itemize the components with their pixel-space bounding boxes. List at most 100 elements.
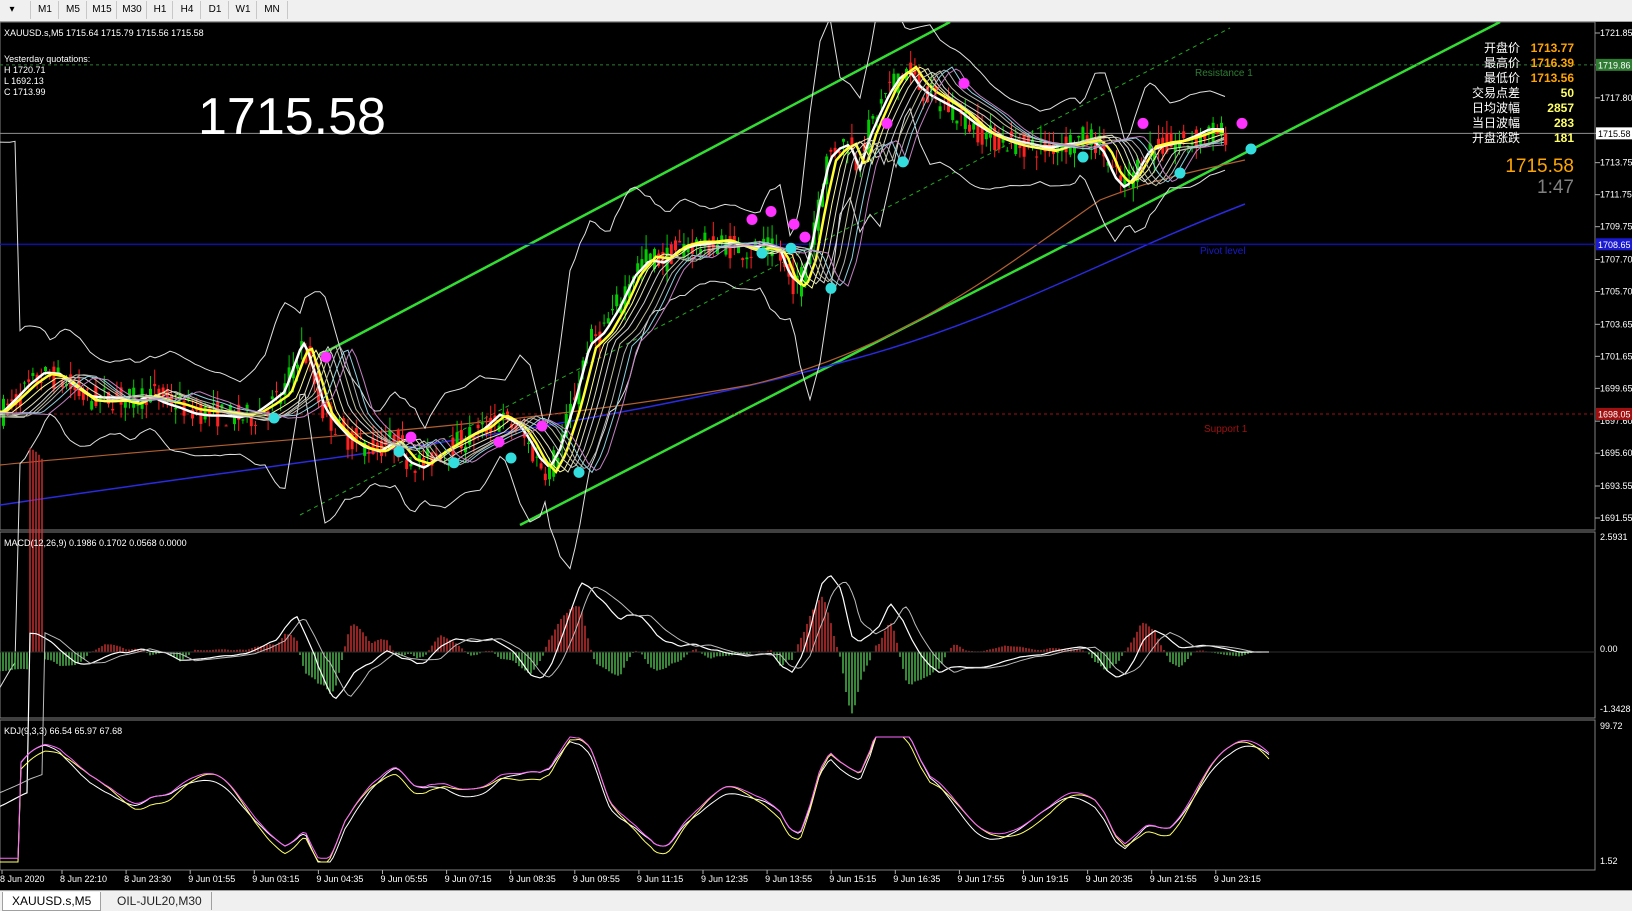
ma-line-5: [0, 70, 1225, 470]
sell-signal-dot: [765, 205, 777, 217]
candle-body: [1081, 127, 1085, 147]
timeframe-m30-button[interactable]: M30: [116, 1, 147, 19]
stat-label: 当日波幅: [1472, 115, 1520, 130]
candle-body: [980, 127, 984, 145]
candle-body: [669, 244, 673, 264]
candle-body: [333, 433, 337, 435]
candle-body: [737, 244, 740, 254]
candle-body: [1077, 135, 1081, 138]
stat-value: 1713.77: [1531, 41, 1575, 55]
stat-label: 最高价: [1484, 55, 1520, 70]
time-tick-label: 9 Jun 16:35: [893, 874, 940, 884]
candle-body: [695, 239, 698, 243]
candle-body: [779, 251, 782, 261]
candle-body: [993, 127, 997, 151]
moving-averages: [0, 65, 1225, 475]
time-tick-label: 9 Jun 03:15: [252, 874, 299, 884]
candle-body: [233, 412, 236, 425]
candle-body: [102, 388, 106, 390]
candle-body: [216, 402, 220, 427]
tab-oil[interactable]: OIL-JUL20,M30: [108, 892, 212, 910]
big-price: 1715.58: [198, 88, 386, 146]
ma-line-6: [0, 69, 1225, 469]
buy-signal-dot: [505, 452, 517, 464]
candle-body: [1001, 138, 1005, 143]
candle-body: [543, 473, 547, 481]
price-tick-label: 1691.55: [1600, 513, 1632, 523]
candle-body: [926, 86, 929, 103]
candle-body: [657, 253, 661, 266]
candle-body: [1026, 136, 1030, 143]
candle-body: [136, 404, 140, 406]
candle-body: [459, 429, 463, 449]
buy-signal-dot: [756, 247, 768, 259]
buy-signal-dot: [1077, 151, 1089, 163]
timeframe-h4-button[interactable]: H4: [172, 1, 201, 19]
countdown-timer: 1:47: [1537, 177, 1574, 198]
candle-body: [522, 430, 526, 438]
candle-body: [325, 400, 329, 408]
timeframe-m15-button[interactable]: M15: [86, 1, 117, 19]
timeframe-d1-button[interactable]: D1: [200, 1, 229, 19]
pivot-label: Pivot level: [1200, 246, 1246, 257]
candle-body: [270, 396, 274, 400]
chart-svg[interactable]: 1721.85 1719.86 1717.80 1715.58 1713.75 1711.…: [0, 0, 1632, 888]
candle-body: [569, 403, 572, 420]
price-tick-label: 1695.60: [1600, 448, 1632, 458]
candle-body: [371, 438, 375, 455]
timeframe-m5-button[interactable]: M5: [58, 1, 87, 19]
candle-body: [363, 442, 367, 456]
candle-body: [224, 425, 228, 427]
timeframe-mn-button[interactable]: MN: [256, 1, 288, 19]
candle-body: [1152, 150, 1156, 160]
candle-body: [174, 407, 178, 410]
candle-body: [245, 404, 249, 410]
toolbar-menu-chevron-icon[interactable]: ▾: [9, 4, 15, 15]
price-tag-box: [1596, 58, 1632, 71]
macd-scale-label: 2.5931: [1600, 532, 1628, 542]
timeframe-h1-button[interactable]: H1: [146, 1, 173, 19]
time-tick-label: 9 Jun 23:15: [1214, 874, 1261, 884]
candle-body: [275, 391, 278, 393]
candle-body: [955, 120, 959, 124]
price-tick-label: 1697.60: [1600, 416, 1632, 426]
sell-signal-dot: [405, 431, 417, 443]
price-tag-label: 1708.65: [1598, 240, 1631, 250]
stat-label: 最低价: [1484, 71, 1520, 85]
candle-body: [203, 406, 207, 420]
candle-body: [128, 388, 131, 396]
stat-value: 1716.39: [1531, 56, 1575, 70]
candle-body: [1199, 133, 1202, 144]
candle-body: [1186, 145, 1190, 147]
candle-body: [123, 399, 127, 408]
price-scale: 1721.85 1719.86 1717.80 1715.58 1713.75 1711.…: [1595, 28, 1632, 866]
macd-scale-label: -1.3428: [1600, 704, 1631, 714]
time-tick-label: 9 Jun 15:15: [829, 874, 876, 884]
candle-body: [367, 452, 371, 454]
sell-signal-dot: [881, 117, 893, 129]
candle-body: [455, 432, 459, 448]
chart-area[interactable]: 1721.85 1719.86 1717.80 1715.58 1713.75 1711.…: [0, 0, 1632, 888]
candle-body: [1010, 131, 1013, 138]
tab-xauusd[interactable]: XAUUSD.s,M5: [2, 892, 102, 911]
candle-body: [917, 70, 921, 90]
time-axis: 8 Jun 2020 8 Jun 22:10 8 Jun 23:30 9 Jun 01…: [0, 870, 1261, 884]
candle-body: [867, 119, 871, 152]
timeframe-m1-button[interactable]: M1: [30, 1, 59, 19]
candle-body: [749, 256, 753, 258]
timeframe-w1-button[interactable]: W1: [228, 1, 257, 19]
buy-signal-dot: [785, 242, 797, 254]
candle-body: [338, 419, 341, 421]
yesterday-close: C 1713.99: [4, 87, 46, 97]
price-tag-box: [1596, 407, 1632, 420]
price-tick-label: 1721.85: [1600, 28, 1632, 38]
candle-body: [909, 62, 913, 73]
candle-body: [514, 425, 518, 432]
price-tick-label: 1699.65: [1600, 383, 1632, 393]
ma-line-2: [0, 66, 1225, 473]
time-tick-label: 9 Jun 12:35: [701, 874, 748, 884]
long-ma-brown: [0, 159, 1246, 466]
candle-body: [401, 435, 404, 443]
price-tick-label: 1713.75: [1600, 158, 1632, 168]
sell-signal-dot: [788, 218, 800, 230]
